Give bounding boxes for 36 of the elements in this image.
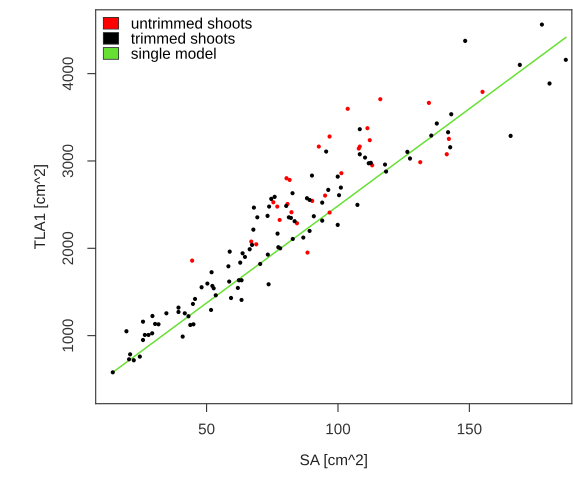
legend-label: untrimmed shoots — [132, 18, 252, 29]
point — [249, 239, 254, 244]
point — [305, 250, 310, 255]
point — [418, 160, 422, 164]
point — [339, 171, 344, 176]
point — [284, 176, 289, 180]
point — [378, 97, 382, 102]
y-axis-title: TLA1 [cm^2] — [34, 165, 48, 250]
point — [190, 258, 194, 263]
y-tick-label: 4000 — [62, 57, 74, 90]
point — [316, 144, 321, 149]
x-tick-label: 50 — [198, 424, 214, 434]
legend-label: trimmed shoots — [131, 32, 235, 44]
point — [275, 204, 280, 209]
point — [289, 210, 294, 214]
y-tick-label: 2000 — [62, 232, 74, 265]
point — [346, 106, 350, 111]
point — [254, 242, 258, 246]
point — [426, 100, 431, 105]
legend-label: single model — [131, 48, 216, 62]
x-tick-label: 150 — [458, 424, 482, 434]
point — [444, 152, 449, 156]
point — [271, 200, 276, 204]
point — [327, 134, 332, 139]
y-tick-label: 3000 — [62, 144, 74, 178]
point — [480, 90, 485, 94]
x-tick-label: 100 — [326, 424, 350, 434]
point — [446, 136, 451, 141]
point — [288, 178, 292, 182]
point — [368, 138, 372, 142]
point — [327, 210, 332, 215]
point — [323, 193, 328, 198]
x-axis-title: SA [cm^2] — [300, 454, 367, 468]
y-tick-label: 1000 — [62, 319, 74, 352]
point — [278, 218, 282, 222]
point — [365, 126, 370, 130]
